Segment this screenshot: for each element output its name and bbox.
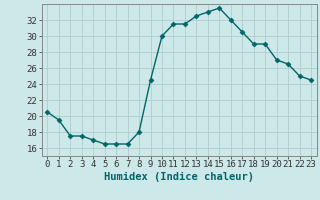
X-axis label: Humidex (Indice chaleur): Humidex (Indice chaleur) xyxy=(104,172,254,182)
